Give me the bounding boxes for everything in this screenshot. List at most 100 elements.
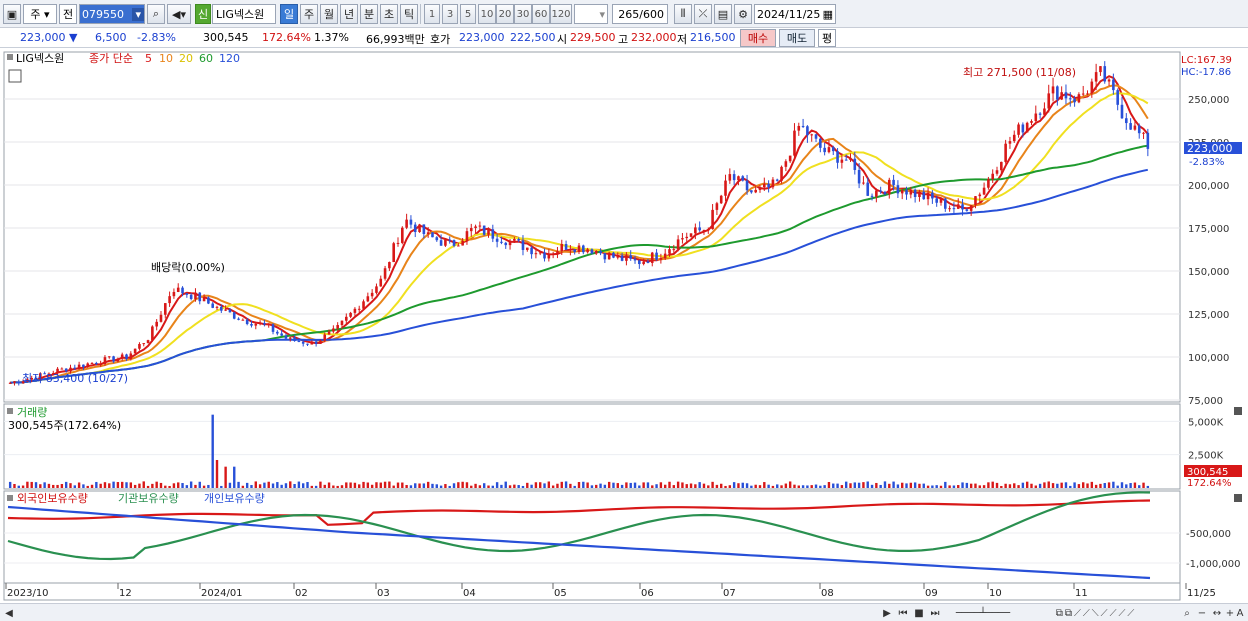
volume-bar <box>965 482 969 488</box>
calendar-icon[interactable]: ▦ <box>822 7 833 21</box>
volume-bar <box>901 482 904 488</box>
volume-panel-close-icon[interactable] <box>1234 407 1242 415</box>
zoom-search-icon[interactable]: ⌕ <box>1184 607 1190 619</box>
candle-body <box>293 337 296 342</box>
interval-1[interactable]: 1 <box>424 4 440 24</box>
chart-menu-icon[interactable]: ▣ <box>3 4 21 24</box>
interval-30[interactable]: 30 <box>514 4 532 24</box>
volume-bar <box>345 482 348 488</box>
zoom-in-icon[interactable]: + <box>1225 607 1235 619</box>
scroll-bar[interactable]: ◀ ▶ ⏮ ■ ⏭ ────┴──── ⧉⧉⟋⟋⟍⟋⟋⟋⟋ ⌕ − ↔ + A <box>0 603 1248 621</box>
zoom-slider[interactable]: ────┴──── <box>955 607 1011 619</box>
tab-year[interactable]: 년 <box>340 4 358 24</box>
volume-bar <box>431 483 434 488</box>
draw-tool-icon[interactable]: ⤫ <box>694 4 712 24</box>
volume-bar <box>17 485 20 488</box>
candle-body <box>271 324 275 332</box>
speaker-icon[interactable]: ◀▾ <box>167 4 191 24</box>
rewind-icon[interactable]: ⏮ <box>898 607 908 619</box>
volume-bar <box>918 483 921 488</box>
period-select[interactable]: 주 ▾ <box>23 4 57 24</box>
settings-gear-icon[interactable]: ⚙ <box>734 4 752 24</box>
interval-60[interactable]: 60 <box>532 4 550 24</box>
volume-bar <box>991 481 994 488</box>
date-field[interactable]: 2024/11/25 ▦ <box>754 4 836 24</box>
ma-legend-5: 5 <box>145 52 152 65</box>
holdings-panel-close-icon[interactable] <box>1234 494 1242 502</box>
candle-body <box>633 258 637 261</box>
candle-body <box>538 252 542 254</box>
volume-bar <box>1034 485 1037 488</box>
volume-bar <box>1116 485 1119 488</box>
stock-name-field[interactable]: LIG넥스원 <box>212 4 276 24</box>
turnover-rate: 1.37% <box>314 31 349 44</box>
candle-body <box>1099 66 1102 73</box>
tab-month[interactable]: 월 <box>320 4 338 24</box>
x-axis-label: 2023/10 <box>7 588 49 599</box>
volume-bar <box>870 484 874 488</box>
custom-interval-select[interactable]: ▾ <box>574 4 608 24</box>
candle-body <box>831 147 835 152</box>
stop-icon[interactable]: ■ <box>914 607 924 619</box>
candle-body <box>172 291 176 297</box>
tab-tick[interactable]: 틱 <box>400 4 418 24</box>
volume-bar <box>198 481 201 488</box>
chart-canvas[interactable]: 250,000225,000200,000175,000150,000125,0… <box>0 48 1248 603</box>
volume-bar <box>513 484 516 488</box>
tab-week[interactable]: 주 <box>300 4 318 24</box>
tab-day[interactable]: 일 <box>280 4 298 24</box>
candle-body <box>297 341 301 343</box>
candle-body <box>918 191 921 197</box>
play-icon[interactable]: ▶ <box>883 607 891 619</box>
mode-button[interactable]: 전 <box>59 4 77 24</box>
zoom-reset-icon[interactable]: ↔ <box>1212 607 1222 619</box>
volume-bar <box>224 466 227 488</box>
count-field[interactable]: 265/600 <box>612 4 668 24</box>
interval-3[interactable]: 3 <box>442 4 458 24</box>
candle-body <box>409 219 413 225</box>
candle-type-icon[interactable]: ⫴ <box>674 4 692 24</box>
volume-bar <box>470 485 473 488</box>
sell-button[interactable]: 매도 <box>779 29 815 47</box>
candle-body <box>659 258 663 260</box>
zoom-out-icon[interactable]: − <box>1197 607 1207 619</box>
volume-bar <box>551 485 555 488</box>
volume-bar <box>245 482 249 488</box>
current-pct-tag: -2.83% <box>1189 157 1224 168</box>
forward-icon[interactable]: ⏭ <box>930 607 940 619</box>
save-icon[interactable]: ▤ <box>714 4 732 24</box>
volume-bar <box>422 483 426 488</box>
volume-bar <box>724 485 727 488</box>
volume-bar <box>258 484 262 488</box>
stock-legend: LIG넥스원 <box>16 52 64 65</box>
interval-20[interactable]: 20 <box>496 4 514 24</box>
interval-10[interactable]: 10 <box>478 4 496 24</box>
tab-second[interactable]: 초 <box>380 4 398 24</box>
evaluate-button[interactable]: 평 <box>818 29 836 47</box>
scroll-left-icon[interactable]: ◀ <box>5 607 13 619</box>
volume-bar <box>133 484 137 488</box>
volume-bar <box>957 485 960 488</box>
interval-5[interactable]: 5 <box>460 4 476 24</box>
tab-minute[interactable]: 분 <box>360 4 378 24</box>
buy-button[interactable]: 매수 <box>740 29 776 47</box>
candle-body <box>965 209 969 211</box>
candle-body <box>763 183 766 188</box>
chart-area[interactable]: 250,000225,000200,000175,000150,000125,0… <box>0 48 1248 603</box>
volume-bar <box>250 485 253 488</box>
volume-bar <box>444 484 447 488</box>
volume-bar <box>827 482 831 488</box>
drawing-tools[interactable]: ⧉⧉⟋⟋⟍⟋⟋⟋⟋ <box>1055 607 1137 619</box>
stock-code-input[interactable]: 079550 ▾ <box>79 4 145 24</box>
candle-body <box>866 182 870 196</box>
dividend-annotation: 배당락(0.00%) <box>151 261 225 274</box>
table-toggle-icon[interactable] <box>8 69 22 83</box>
candle-body <box>1146 132 1150 149</box>
interval-120[interactable]: 120 <box>550 4 572 24</box>
font-size-icon[interactable]: A <box>1236 607 1244 619</box>
volume-bar <box>164 485 167 488</box>
foreign-holdings-line <box>7 499 1151 526</box>
search-icon[interactable]: ⌕ <box>147 4 165 24</box>
volume-bar <box>263 482 266 488</box>
volume-bar <box>767 484 770 488</box>
